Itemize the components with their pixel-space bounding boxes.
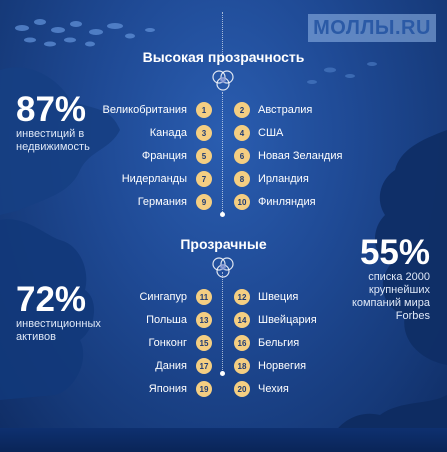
country-name: Швейцария — [258, 314, 317, 326]
rank-badge: 1 — [196, 102, 212, 118]
stat-desc-line: компаний мира — [351, 297, 430, 309]
sea-floor — [0, 428, 447, 452]
country-name: Япония — [148, 383, 187, 395]
ranking-row: Франция 5 6 Новая Зеландия — [0, 148, 447, 164]
stat-value: 87% — [16, 90, 87, 129]
rank-badge: 16 — [234, 335, 250, 351]
stat-desc-line: Forbes — [395, 310, 430, 322]
rank-badge: 6 — [234, 148, 250, 164]
coral-left-bottom-icon — [0, 219, 95, 400]
ranking-row: Дания 17 18 Норвегия — [0, 358, 447, 374]
rank-badge: 14 — [234, 312, 250, 328]
ranking-row: Япония 19 20 Чехия — [0, 381, 447, 397]
rank-badge: 8 — [234, 171, 250, 187]
country-name: Финляндия — [258, 196, 316, 208]
axis-end-dot — [220, 212, 225, 217]
fish-school-icon — [15, 19, 155, 47]
axis-line — [222, 272, 223, 372]
watermark: МОЛЛЫ.RU — [308, 14, 436, 42]
ranking-row: Гонконг 15 16 Бельгия — [0, 335, 447, 351]
country-name: Чехия — [258, 383, 289, 395]
stat-desc-line: списка 2000 — [368, 271, 430, 283]
rank-badge: 4 — [234, 125, 250, 141]
axis-end-dot — [220, 371, 225, 376]
ranking-row: Сингапур 11 12 Швеция — [0, 289, 447, 305]
rank-badge: 18 — [234, 358, 250, 374]
country-name: США — [258, 127, 284, 139]
country-name: Канада — [149, 127, 187, 139]
rank-badge: 17 — [196, 358, 212, 374]
stat-investment-assets: 72% инвестиционных активов — [16, 282, 101, 344]
country-name: Франция — [141, 150, 187, 162]
rank-badge: 13 — [196, 312, 212, 328]
section-title-transparent: Прозрачные — [180, 236, 267, 252]
country-name: Великобритания — [102, 104, 187, 116]
rank-badge: 10 — [234, 194, 250, 210]
fish-right-icon — [307, 62, 377, 84]
rank-badge: 3 — [196, 125, 212, 141]
country-name: Швеция — [258, 291, 299, 303]
axis-line — [222, 12, 223, 62]
ranking-row: Германия 9 10 Финляндия — [0, 194, 447, 210]
country-name: Ирландия — [258, 173, 309, 185]
stat-desc-line: инвестиций в — [16, 128, 85, 140]
ranking-row: Польша 13 14 Швейцария — [0, 312, 447, 328]
country-name: Новая Зеландия — [258, 150, 343, 162]
ranking-row: Канада 3 4 США — [0, 125, 447, 141]
rank-badge: 12 — [234, 289, 250, 305]
venn-icon — [212, 257, 234, 278]
country-name: Дания — [155, 360, 187, 372]
stat-value: 72% — [16, 280, 87, 319]
stat-desc-line: активов — [16, 331, 56, 343]
country-name: Гонконг — [148, 337, 187, 349]
stat-desc-line: инвестиционных — [16, 318, 101, 330]
country-name: Австралия — [258, 104, 313, 116]
rank-badge: 9 — [196, 194, 212, 210]
country-name: Нидерланды — [121, 173, 187, 185]
rank-badge: 11 — [196, 289, 212, 305]
country-name: Сингапур — [139, 291, 187, 303]
rank-badge: 15 — [196, 335, 212, 351]
country-name: Бельгия — [258, 337, 300, 349]
stat-desc-line: недвижимость — [16, 141, 90, 153]
ranking-row: Нидерланды 7 8 Ирландия — [0, 171, 447, 187]
stat-desc-line: крупнейших — [368, 284, 430, 296]
country-name: Польша — [146, 314, 187, 326]
stat-value: 55% — [359, 233, 430, 272]
rank-badge: 5 — [196, 148, 212, 164]
stat-real-estate: 87% инвестиций в недвижимость — [16, 92, 90, 154]
country-name: Германия — [137, 196, 187, 208]
rank-badge: 2 — [234, 102, 250, 118]
ranking-row: Великобритания 1 2 Австралия — [0, 102, 447, 118]
coral-right-icon — [374, 130, 447, 365]
coral-left-top-icon — [0, 67, 120, 215]
section-title-high-transparency: Высокая прозрачность — [142, 49, 305, 65]
rank-badge: 7 — [196, 171, 212, 187]
axis-line — [222, 92, 223, 214]
stat-forbes: 55% списка 2000 крупнейших компаний мира… — [334, 235, 430, 323]
country-name: Норвегия — [258, 360, 307, 372]
venn-icon — [212, 70, 234, 91]
rank-badge: 19 — [196, 381, 212, 397]
rank-badge: 20 — [234, 381, 250, 397]
